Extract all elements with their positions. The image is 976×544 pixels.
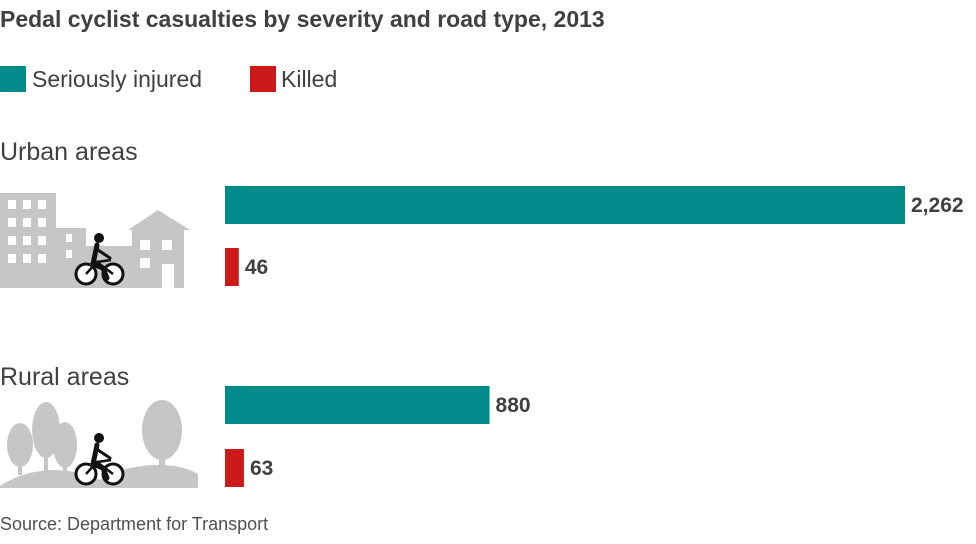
- legend-label-killed: Killed: [281, 66, 338, 92]
- legend-swatch-killed: [250, 66, 276, 92]
- value-label-rural-seriously-injured: 880: [496, 394, 531, 417]
- category-label-urban: Urban areas: [0, 138, 138, 166]
- bar-urban-killed: [225, 248, 239, 286]
- value-label-rural-killed: 63: [250, 457, 273, 480]
- value-label-urban-seriously-injured: 2,262: [911, 194, 964, 217]
- legend-label-seriously-injured: Seriously injured: [32, 66, 203, 92]
- chart-title: Pedal cyclist casualties by severity and…: [0, 6, 605, 32]
- source-note: Source: Department for Transport: [0, 514, 269, 534]
- cyclist-icon: [74, 433, 125, 486]
- value-label-urban-killed: 46: [245, 256, 268, 279]
- rural-scene-illustration: [0, 400, 198, 488]
- urban-scene-illustration: [0, 193, 190, 288]
- legend-swatch-seriously-injured: [0, 66, 26, 92]
- category-label-rural: Rural areas: [0, 363, 130, 391]
- bar-rural-killed: [225, 449, 244, 487]
- bar-urban-seriously-injured: [225, 186, 905, 224]
- bar-rural-seriously-injured: [225, 386, 490, 424]
- cyclist-icon: [74, 233, 125, 286]
